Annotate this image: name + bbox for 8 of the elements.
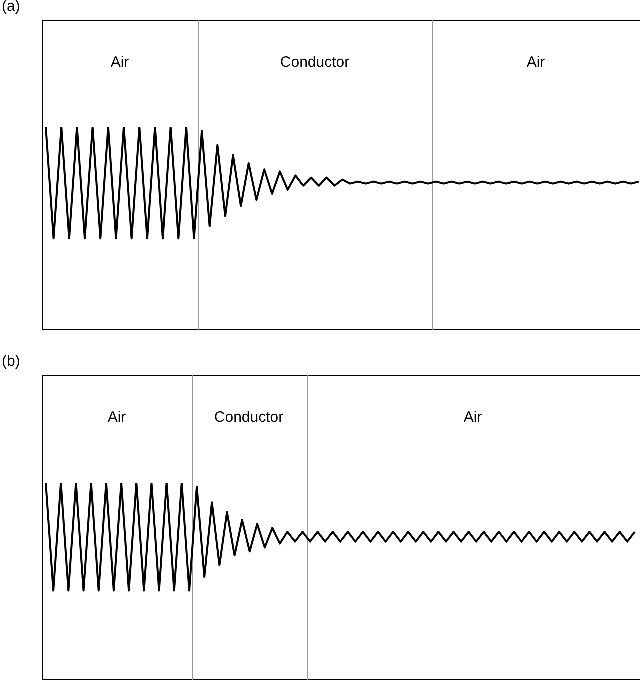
text: Conductor [213, 409, 285, 426]
chart-title: (a) [2, 0, 20, 15]
text: Air [106, 409, 128, 426]
text: Conductor [279, 54, 351, 71]
text: Air [462, 409, 484, 426]
text: Air [526, 54, 546, 71]
chart-title: (b) [2, 353, 20, 370]
text: Air [110, 54, 130, 71]
